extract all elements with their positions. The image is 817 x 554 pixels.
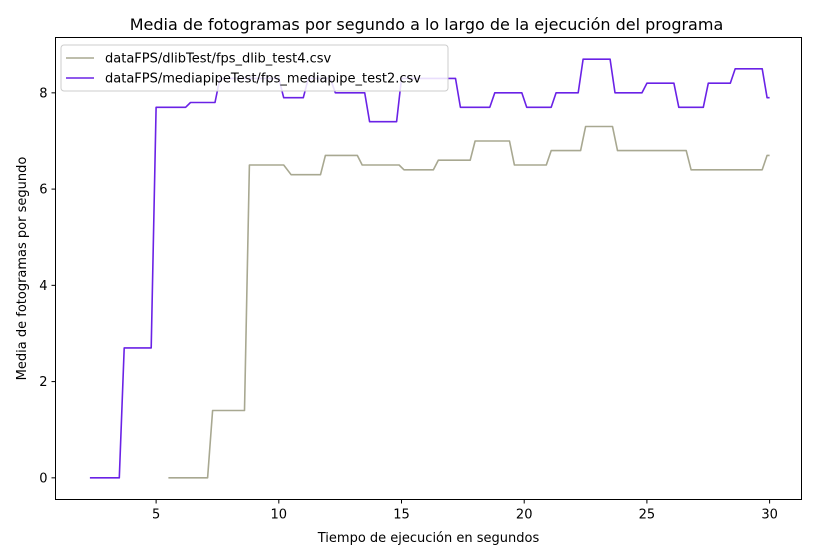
legend-label-1: dataFPS/mediapipeTest/fps_mediapipe_test… xyxy=(105,72,421,87)
x-tick-label: 5 xyxy=(152,508,160,523)
x-tick-label: 10 xyxy=(271,508,288,523)
plot-area xyxy=(89,58,770,479)
legend-box xyxy=(60,44,449,92)
legend-label-0: dataFPS/dlibTest/fps_dlib_test4.csv xyxy=(105,52,332,67)
x-axis-label: Tiempo de ejecución en segundos xyxy=(317,531,540,546)
y-tick-label: 2 xyxy=(39,375,47,390)
chart-title: Media de fotogramas por segundo a lo lar… xyxy=(130,15,724,34)
series-line-1 xyxy=(89,58,770,479)
x-tick-label: 30 xyxy=(761,508,778,523)
y-tick-label: 6 xyxy=(39,183,47,198)
y-axis-label: Media de fotogramas por segundo xyxy=(15,157,30,381)
y-tick-label: 8 xyxy=(39,86,47,101)
x-tick-label: 25 xyxy=(639,508,656,523)
series-line-0 xyxy=(168,125,770,479)
y-tick-label: 0 xyxy=(39,471,47,486)
x-tick-label: 15 xyxy=(393,508,410,523)
axis-ticks: 5 10 15 20 25 30 0 2 4 6 8 xyxy=(39,86,778,522)
plot-frame xyxy=(55,37,802,500)
y-tick-label: 4 xyxy=(39,279,47,294)
x-tick-label: 20 xyxy=(516,508,533,523)
legend: dataFPS/dlibTest/fps_dlib_test4.csv dataF… xyxy=(60,44,449,92)
